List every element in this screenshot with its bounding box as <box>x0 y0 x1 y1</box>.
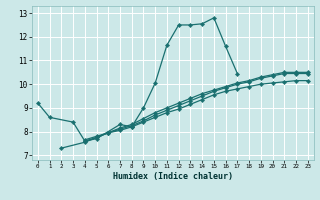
X-axis label: Humidex (Indice chaleur): Humidex (Indice chaleur) <box>113 172 233 181</box>
